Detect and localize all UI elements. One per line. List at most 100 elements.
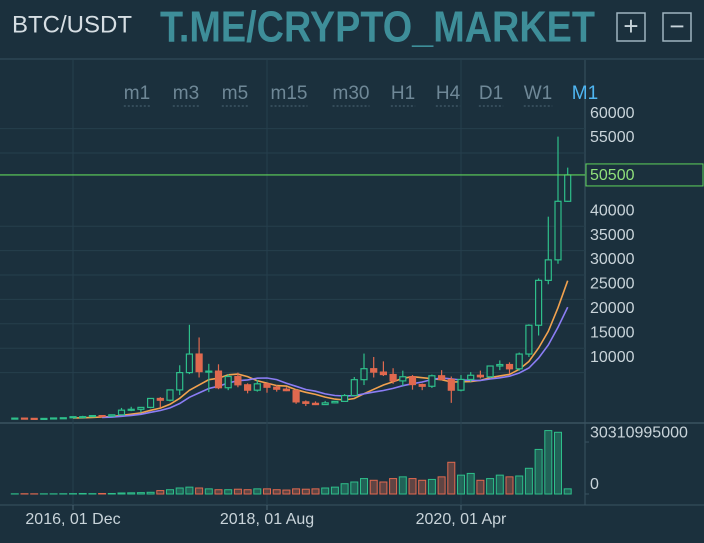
pair-name: BTC/USDT <box>12 11 132 38</box>
volume-tick-label: 30310995000 <box>590 424 688 441</box>
volume-bar <box>447 461 456 495</box>
volume-bar <box>369 479 378 495</box>
volume-tick-label: 0 <box>590 476 599 493</box>
volume-bar <box>408 478 417 495</box>
volume-bar <box>78 492 87 495</box>
timeframe-button[interactable]: D1 <box>479 83 503 104</box>
volume-bar <box>185 486 194 495</box>
candle-body <box>447 378 455 391</box>
candle-body <box>360 368 368 381</box>
candle-body <box>370 368 378 373</box>
volume-bar <box>243 489 252 495</box>
candle-body <box>399 376 407 382</box>
candle-body <box>486 365 494 378</box>
candle-body <box>554 200 562 261</box>
candle-body <box>321 402 329 406</box>
volume-bar <box>398 476 407 495</box>
timeframe-button[interactable]: m3 <box>173 83 199 104</box>
volume-bar <box>282 489 291 495</box>
volume-bar <box>98 492 107 495</box>
candle-body <box>496 363 504 367</box>
volume-bar <box>350 481 359 495</box>
timeframe-button[interactable]: H4 <box>436 83 461 104</box>
timeframe-button[interactable]: m5 <box>222 83 248 104</box>
volume-bar <box>505 476 514 495</box>
candle-body <box>30 417 38 420</box>
candle-body <box>263 383 271 388</box>
candle-body <box>137 406 145 410</box>
volume-bar <box>156 490 165 495</box>
timeframe-button[interactable]: M1 <box>572 83 598 104</box>
candle-body <box>428 375 436 387</box>
candle-body <box>88 414 97 418</box>
y-tick-label: 20000 <box>590 300 635 317</box>
zoom-in-icon[interactable]: + <box>623 11 638 41</box>
candle-body <box>244 384 252 391</box>
volume-bar <box>534 448 543 495</box>
volume-bar <box>389 478 398 495</box>
candle-body <box>515 353 523 370</box>
volume-bar <box>146 491 155 495</box>
y-tick-label: 60000 <box>590 105 635 122</box>
volume-bar <box>544 430 553 495</box>
zoom-out-icon[interactable]: − <box>669 11 684 41</box>
last-price-box <box>585 163 704 187</box>
candle-body <box>185 353 193 374</box>
zoom-in-button[interactable] <box>616 12 646 42</box>
timeframe-button[interactable]: m30 <box>333 83 370 104</box>
candle-body <box>534 279 543 326</box>
timeframe-button[interactable]: m15 <box>271 83 308 104</box>
timeframe-button[interactable]: W1 <box>524 83 553 104</box>
volume-bar <box>195 487 204 495</box>
volume-bar <box>175 487 184 495</box>
volume-bar <box>166 489 174 495</box>
candle-body <box>166 389 174 401</box>
volume-bar <box>127 492 136 495</box>
candle-body <box>127 408 135 411</box>
volume-bar <box>457 474 465 495</box>
volume-bar <box>272 489 281 495</box>
candle-body <box>98 414 106 418</box>
candle-body <box>49 417 58 420</box>
candle-body <box>108 414 116 417</box>
volume-bar <box>263 488 271 495</box>
candle-body <box>350 379 358 397</box>
zoom-out-button[interactable] <box>662 12 692 42</box>
candle-body <box>457 378 465 391</box>
candle-body <box>117 409 126 416</box>
volume-bar <box>495 474 504 495</box>
candle-body <box>214 370 223 389</box>
volume-bar <box>233 488 242 495</box>
candle-body <box>505 363 514 370</box>
y-tick-label: 30000 <box>590 251 635 268</box>
candle-body <box>341 394 349 402</box>
volume-bar <box>563 488 572 495</box>
volume-bar <box>476 479 485 495</box>
volume-bar <box>224 489 233 495</box>
candle-body <box>20 417 29 420</box>
volume-bar <box>321 487 330 495</box>
volume-bar <box>554 431 562 495</box>
candle-body <box>176 371 184 391</box>
volume-bar <box>311 488 320 495</box>
x-tick-label: 2020, 01 Apr <box>416 511 507 528</box>
candle-body <box>418 383 426 387</box>
candle-body <box>79 416 87 419</box>
y-tick-label: 35000 <box>590 227 635 244</box>
candle-body <box>379 371 387 376</box>
timeframe-button[interactable]: H1 <box>391 83 415 104</box>
candle-body <box>408 376 417 386</box>
y-tick-label: 15000 <box>590 324 635 341</box>
volume-bar <box>486 478 495 495</box>
x-tick-label: 2016, 01 Dec <box>25 511 120 528</box>
timeframe-button[interactable]: m1 <box>124 83 150 104</box>
volume-bar <box>340 483 349 495</box>
candle-body <box>224 375 232 389</box>
volume-bar <box>437 476 446 495</box>
volume-bar <box>330 486 339 495</box>
volume-bar <box>253 488 262 495</box>
candle-body <box>311 402 320 406</box>
volume-bar <box>418 479 427 495</box>
volume-bar <box>466 472 475 495</box>
volume-bar <box>427 478 436 495</box>
